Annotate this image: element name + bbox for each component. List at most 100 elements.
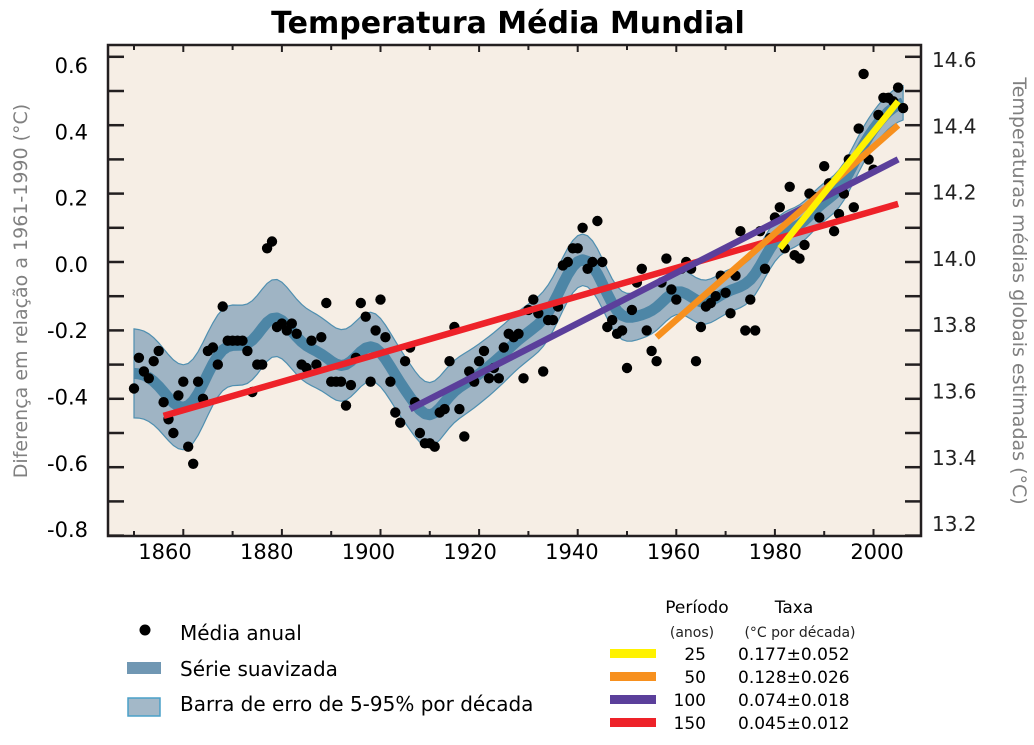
annual-point — [794, 253, 805, 264]
annual-point — [370, 325, 381, 336]
table-header-rate: Taxa — [774, 598, 813, 618]
legend-annual-dot — [139, 624, 151, 636]
chart-title: Temperatura Média Mundial — [271, 6, 745, 41]
annual-point — [833, 208, 845, 220]
annual-point — [286, 318, 297, 329]
y-tick-label: -0.2 — [47, 319, 88, 343]
x-tick-label: 1880 — [240, 540, 293, 564]
annual-point — [192, 376, 204, 387]
annual-point — [597, 256, 608, 268]
annual-point — [454, 403, 465, 415]
annual-point — [828, 226, 840, 237]
legend-smoothed-label: Série suavizada — [180, 657, 338, 681]
legend-annual-label: Média anual — [180, 621, 302, 645]
annual-point — [626, 304, 638, 316]
annual-point — [345, 379, 357, 391]
annual-point — [188, 458, 199, 469]
y-tick-label: -0.8 — [47, 518, 88, 542]
annual-point — [661, 253, 672, 264]
annual-point — [735, 226, 746, 237]
x-tick-label: 1980 — [749, 540, 802, 564]
annual-point — [518, 373, 529, 384]
table-header-period: Período — [665, 598, 728, 618]
annual-point — [858, 68, 869, 80]
trend-period: 25 — [684, 645, 706, 665]
annual-point — [745, 294, 756, 305]
annual-point — [316, 332, 327, 343]
x-tick-label: 1960 — [647, 540, 700, 564]
annual-point — [321, 297, 332, 309]
annual-point — [217, 301, 228, 312]
x-tick-label: 1940 — [545, 540, 598, 564]
annual-point — [759, 263, 771, 274]
legend-smoothed-swatch — [127, 662, 161, 674]
annual-point — [740, 325, 751, 336]
annual-point — [483, 373, 495, 384]
annual-point — [212, 359, 223, 370]
annual-point — [257, 359, 268, 370]
y-right-tick-label: 13.4 — [932, 446, 977, 470]
y-tick-label: -0.4 — [47, 386, 88, 410]
annual-point — [360, 311, 371, 322]
y-right-tick-label: 14.0 — [932, 247, 977, 271]
y-tick-label: 0.4 — [55, 120, 88, 144]
y-axis-label: Diferença em relação a 1961-1990 (°C) — [10, 104, 32, 478]
annual-point — [168, 427, 179, 439]
y-right-tick-label: 14.4 — [932, 114, 977, 138]
x-tick-labels: 1860 1880 1900 1920 1940 1960 1980 2000 — [138, 540, 903, 564]
y-tick-label: 0.2 — [55, 187, 88, 211]
annual-point — [340, 400, 352, 411]
annual-point — [750, 325, 761, 336]
annual-point — [133, 352, 145, 363]
annual-point — [784, 181, 795, 192]
annual-point — [266, 236, 278, 247]
x-tick-label: 1860 — [138, 540, 191, 564]
annual-point — [513, 328, 524, 339]
annual-point — [572, 243, 583, 254]
annual-point — [158, 397, 169, 408]
trend-line-150 — [162, 200, 900, 420]
annual-point — [621, 362, 633, 374]
annual-point — [774, 202, 785, 213]
annual-point — [207, 342, 219, 353]
trend-lines-layer — [162, 99, 901, 420]
annual-point — [291, 328, 302, 339]
annual-point — [671, 294, 682, 305]
annual-point — [819, 161, 830, 172]
legend-band-swatch — [127, 697, 161, 717]
annual-point — [547, 314, 559, 326]
trend-period: 100 — [674, 691, 706, 711]
annual-point — [853, 123, 864, 134]
annual-point — [478, 345, 490, 357]
annual-point — [439, 403, 450, 415]
annual-point — [311, 359, 322, 370]
legend-band-label: Barra de erro de 5-95% por década — [180, 692, 533, 716]
annual-point — [897, 102, 909, 114]
annual-point — [148, 356, 159, 367]
trend-table: 25 0.177±0.052 50 0.128±0.026 100 0.074±0.018… — [610, 645, 850, 734]
annual-point — [173, 390, 184, 401]
annual-point — [128, 383, 140, 394]
annual-point — [848, 202, 859, 213]
x-tick-label: 1920 — [443, 540, 496, 564]
annual-point — [799, 239, 810, 251]
plot-area — [108, 45, 921, 536]
annual-point — [710, 291, 721, 302]
annual-point — [183, 441, 194, 452]
annual-point — [720, 287, 731, 298]
annual-point — [562, 256, 573, 268]
y-tick-label: 0.0 — [55, 253, 88, 277]
annual-point — [335, 376, 347, 387]
annual-point — [380, 332, 391, 343]
axis-ticks — [108, 45, 921, 537]
annual-point — [390, 407, 401, 418]
annual-point — [399, 356, 411, 367]
trend-line-25 — [777, 99, 901, 251]
y-tick-labels: 0.6 0.4 0.2 0.0 -0.2 -0.4 -0.6 -0.8 — [47, 54, 88, 542]
annual-point — [375, 294, 386, 305]
y-right-tick-label: 13.2 — [932, 512, 977, 536]
annual-point — [528, 294, 539, 305]
annual-point — [636, 263, 647, 274]
trend-rate: 0.074±0.018 — [738, 691, 850, 711]
